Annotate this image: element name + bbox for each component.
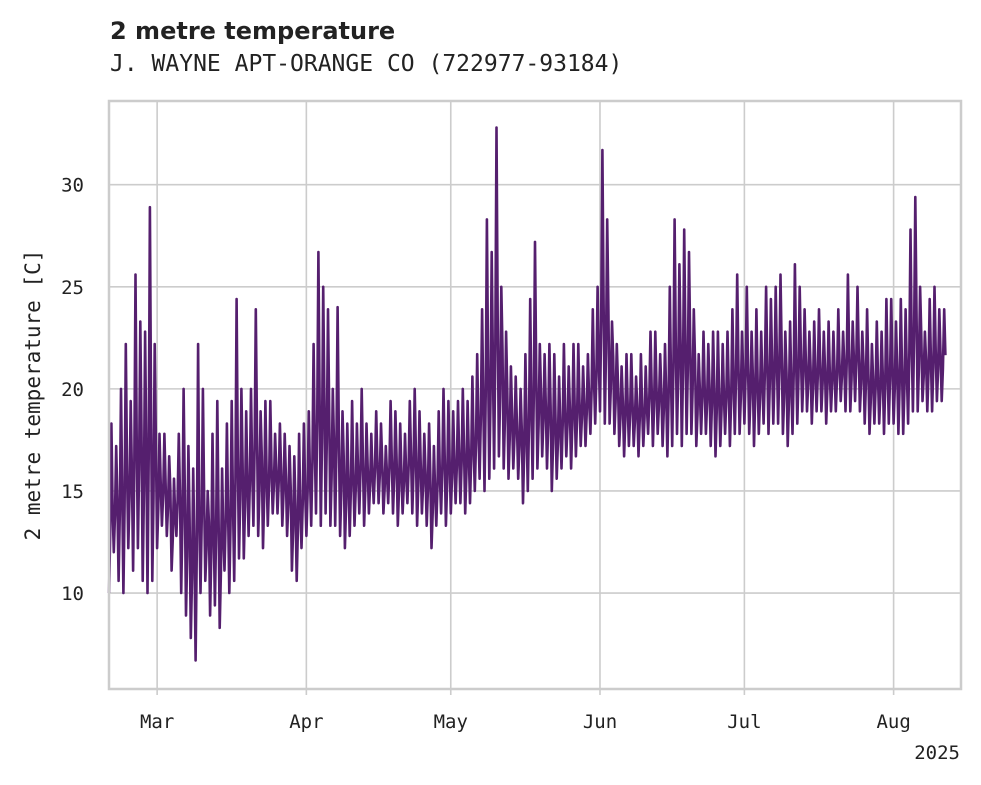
y-tick-labels: 10 15 20 25 30	[61, 175, 84, 605]
y-tick-label: 10	[61, 583, 84, 605]
x-tick-label: Jul	[727, 711, 761, 733]
x-tick-label: Mar	[140, 711, 174, 733]
x-tick-label: Aug	[876, 711, 910, 733]
x-tick-label: Apr	[289, 711, 323, 733]
x-offset-label: 2025	[914, 742, 960, 764]
y-tick-label: 20	[61, 379, 84, 401]
y-tick-label: 30	[61, 175, 84, 197]
series-line	[107, 126, 947, 662]
x-tick-label: May	[434, 711, 468, 733]
x-tick-label: Jun	[583, 711, 617, 733]
chart-title: 2 metre temperature	[110, 17, 396, 45]
y-tick-label: 25	[61, 277, 84, 299]
x-tick-labels: Mar Apr May Jun Jul Aug	[140, 711, 911, 733]
chart-subtitle: J. WAYNE APT-ORANGE CO (722977-93184)	[110, 51, 623, 77]
y-axis-label: 2 metre temperature [C]	[21, 250, 45, 541]
plot-frame	[107, 99, 963, 691]
y-tick-label: 15	[61, 481, 84, 503]
